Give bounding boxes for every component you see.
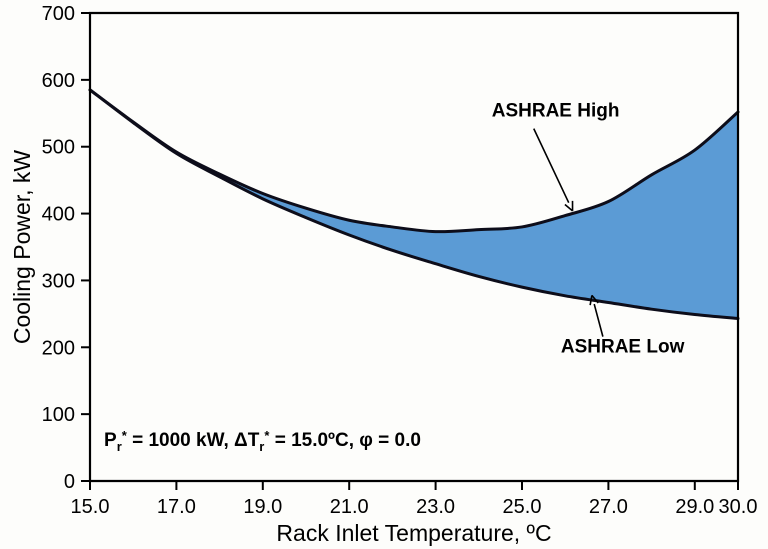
y-axis-tick-labels: 0 100 200 300 400 500 600 700 [42,3,75,493]
x-tick-label: 21.0 [330,496,369,518]
y-tick-label: 500 [42,137,75,159]
y-tick-label: 400 [42,204,75,226]
y-tick-label: 100 [42,404,75,426]
x-tick-label: 29.0 [675,496,714,518]
ashrae-low-label: ASHRAE Low [561,337,685,358]
x-axis-tick-labels: 15.0 17.0 19.0 21.0 23.0 25.0 27.0 29.0 30.0 [71,496,758,518]
ashrae-low-leader-arrow [589,294,604,337]
y-tick-label: 0 [64,471,75,493]
param-p-value: = 1000 kW, [127,430,234,451]
param-p-superscript: * [122,428,128,443]
ashrae-high-leader-arrow [533,128,574,212]
ashrae-low-curve [88,88,740,321]
x-tick-label: 19.0 [243,496,282,518]
x-tick-label: 27.0 [589,496,628,518]
y-tick-label: 200 [42,337,75,359]
param-p-symbol: P [104,430,117,451]
ashrae-high-label: ASHRAE High [492,101,620,122]
x-axis-ticks [89,481,739,490]
param-delta-symbol: ΔT [234,430,260,451]
y-tick-label: 700 [42,3,75,25]
x-tick-label: 17.0 [157,496,196,518]
param-delta-subscript: r [259,439,264,454]
annotation-ashrae-high: ASHRAE High [492,101,620,212]
y-tick-label: 600 [42,70,75,92]
y-axis-ticks [81,12,90,482]
x-tick-label: 23.0 [416,496,455,518]
x-tick-label: 15.0 [71,496,110,518]
x-tick-label: 30.0 [719,496,758,518]
ashrae-band-fill [90,89,738,319]
param-delta-value: = 15.0ºC, [269,430,359,451]
parameter-note: Pr* = 1000 kW, ΔTr* = 15.0ºC, φ = 0.0 [104,428,421,454]
y-axis-title: Cooling Power, kW [9,150,35,345]
x-tick-label: 25.0 [503,496,542,518]
param-delta-superscript: * [264,428,270,443]
param-phi-value: = 0.0 [373,430,421,451]
x-axis-title: Rack Inlet Temperature, ºC [276,520,551,546]
annotation-ashrae-low: ASHRAE Low [561,294,685,358]
param-p-subscript: r [117,439,122,454]
y-tick-label: 300 [42,270,75,292]
param-phi-symbol: φ [359,430,373,451]
ashrae-high-curve [88,88,740,234]
